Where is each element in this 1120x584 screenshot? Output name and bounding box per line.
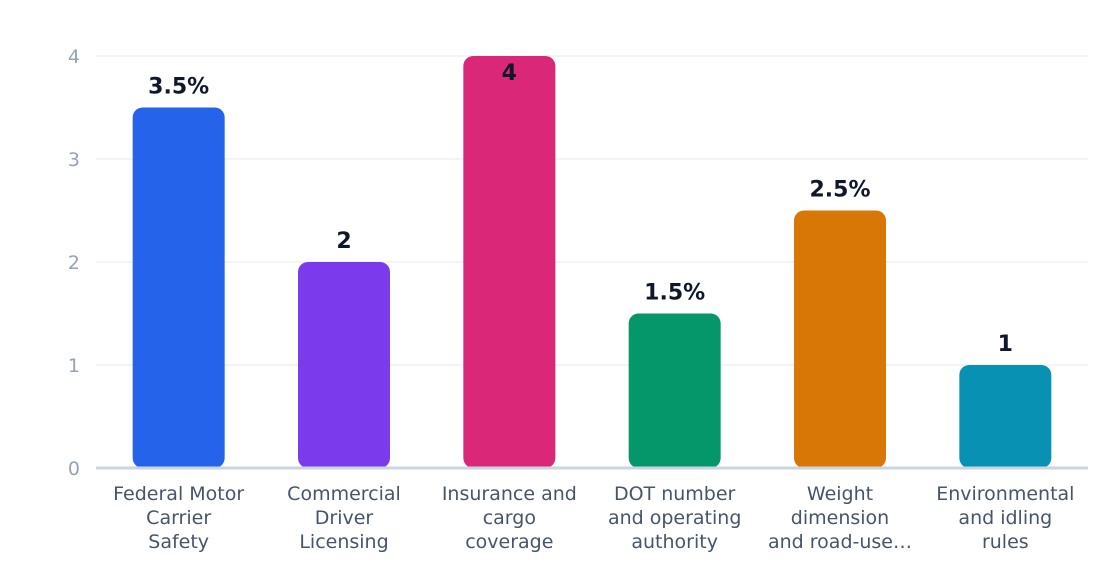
- data-labels: 3.5% 2 4 1.5% 2.5% 1: [148, 61, 1013, 357]
- y-tick-label: 2: [68, 252, 80, 274]
- bar: [959, 365, 1052, 468]
- bar: [298, 262, 390, 468]
- y-tick-label: 4: [68, 46, 80, 68]
- bar: [463, 56, 556, 468]
- category-label-line: Weight: [807, 483, 873, 505]
- bar: [628, 313, 721, 468]
- data-label: 1: [998, 332, 1013, 357]
- y-tick-label: 3: [68, 149, 80, 171]
- category-label: DOT number and operating authority: [608, 483, 741, 553]
- category-label-line: dimension: [791, 507, 889, 529]
- category-label-line: Insurance and: [442, 483, 577, 505]
- category-label-line: Safety: [148, 531, 209, 553]
- category-label: Federal Motor Carrier Safety: [113, 483, 244, 553]
- category-label: Commercial Driver Licensing: [287, 483, 401, 553]
- data-label: 2.5%: [809, 178, 870, 203]
- category-label: Insurance and cargo coverage: [442, 483, 577, 553]
- y-axis-ticks: 0 1 2 3 4: [68, 46, 80, 480]
- category-label: Weight dimension and road-use…: [768, 483, 912, 553]
- category-label-line: Commercial: [287, 483, 401, 505]
- bar: [132, 107, 225, 468]
- category-label-line: Licensing: [299, 531, 388, 553]
- y-tick-label: 0: [68, 458, 80, 480]
- bars: [132, 56, 1052, 468]
- category-label: Environmental and idling rules: [936, 483, 1074, 553]
- grid-lines: [96, 55, 1088, 366]
- category-label-line: Environmental: [936, 483, 1074, 505]
- category-label-line: coverage: [465, 531, 553, 553]
- category-label-line: rules: [982, 531, 1029, 553]
- category-label-line: Carrier: [146, 507, 211, 529]
- category-label-line: and operating: [608, 507, 741, 529]
- category-label-line: Federal Motor: [113, 483, 244, 505]
- x-axis-categories: Federal Motor Carrier Safety Commercial Driv…: [113, 483, 1074, 553]
- y-tick-label: 1: [68, 355, 80, 377]
- data-label: 3.5%: [148, 75, 209, 100]
- bar: [794, 210, 886, 468]
- category-label-line: and road-use…: [768, 531, 912, 553]
- category-label-line: cargo: [483, 507, 536, 529]
- category-label-line: authority: [631, 531, 718, 553]
- category-label-line: DOT number: [614, 483, 736, 505]
- data-label: 1.5%: [644, 281, 705, 306]
- data-label: 4: [502, 61, 517, 86]
- data-label: 2: [336, 229, 351, 254]
- category-label-line: Driver: [315, 507, 374, 529]
- category-label-line: and idling: [958, 507, 1052, 529]
